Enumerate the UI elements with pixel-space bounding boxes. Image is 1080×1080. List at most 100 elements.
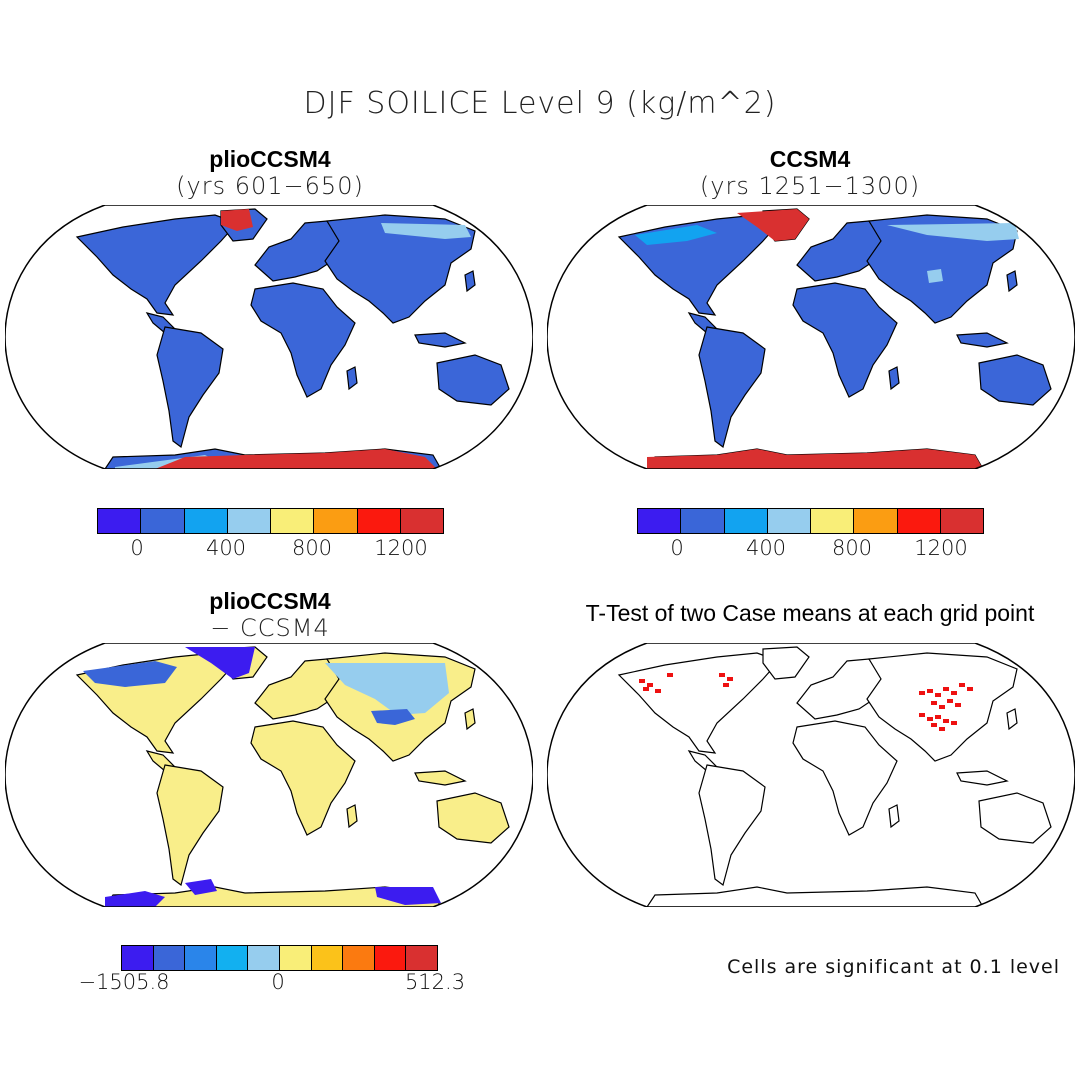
map-difference bbox=[5, 643, 533, 907]
land-south-america bbox=[698, 764, 766, 887]
land-africa bbox=[250, 282, 356, 398]
colorbar-swatch bbox=[811, 509, 855, 533]
land-indonesia bbox=[414, 770, 467, 786]
land-europe bbox=[796, 220, 884, 282]
map-border bbox=[5, 643, 533, 907]
land-indonesia bbox=[956, 332, 1009, 348]
land-madagascar bbox=[888, 804, 900, 829]
colorbar-swatch bbox=[279, 946, 312, 970]
significant-cell bbox=[931, 701, 937, 705]
land-madagascar bbox=[346, 804, 358, 829]
land-europe bbox=[254, 220, 342, 282]
land-south-america bbox=[156, 326, 224, 449]
colorbar-tick-label: 0 bbox=[130, 536, 144, 560]
significant-cell bbox=[919, 691, 925, 695]
significant-cell bbox=[959, 683, 965, 687]
land-japan bbox=[1006, 270, 1018, 293]
land-madagascar bbox=[346, 366, 358, 391]
colorbar-swatch bbox=[271, 509, 315, 533]
colorbar-swatch bbox=[724, 509, 768, 533]
significant-cell bbox=[639, 679, 645, 683]
panel-title-ttest: T-Test of two Case means at each grid po… bbox=[585, 600, 1035, 626]
panel-title-difference: plioCCSM4 bbox=[209, 588, 331, 614]
significant-cell bbox=[939, 727, 945, 731]
panel-subtitle-years: (yrs 601−650) bbox=[176, 172, 364, 200]
colorbar-min-label: −1505.8 bbox=[78, 970, 170, 994]
map-ccsm4 bbox=[547, 205, 1075, 469]
land-japan bbox=[464, 708, 476, 731]
significance-note: Cells are significant at 0.1 level bbox=[727, 956, 1060, 978]
land-madagascar bbox=[888, 366, 900, 391]
colorbar-pliocsm4 bbox=[97, 508, 444, 534]
colorbar-swatch bbox=[406, 946, 437, 970]
field-patch bbox=[927, 269, 943, 283]
significant-cell bbox=[947, 699, 953, 703]
significant-cell bbox=[967, 687, 973, 691]
colorbar-max-label: 512.3 bbox=[404, 970, 466, 994]
colorbar-tick-label: 1200 bbox=[914, 536, 968, 560]
colorbar-swatch bbox=[216, 946, 249, 970]
field-patch bbox=[221, 209, 253, 231]
significant-cell bbox=[951, 691, 957, 695]
colorbar-ccsm4 bbox=[637, 508, 984, 534]
field-patch bbox=[83, 661, 177, 687]
land-south-america bbox=[156, 764, 224, 887]
panel-subtitle-years: (yrs 1251−1300) bbox=[699, 172, 921, 200]
colorbar-swatch bbox=[314, 509, 358, 533]
colorbar-swatch bbox=[227, 509, 271, 533]
field-patch bbox=[105, 891, 165, 907]
colorbar-swatch bbox=[141, 509, 185, 533]
panel-title-pliocsm4: plioCCSM4 bbox=[209, 146, 331, 172]
colorbar-swatch bbox=[185, 946, 217, 970]
field-patch bbox=[155, 449, 437, 469]
land-europe bbox=[254, 658, 342, 720]
map-border bbox=[5, 205, 533, 469]
colorbar-swatch bbox=[374, 946, 407, 970]
significant-cell bbox=[927, 717, 933, 721]
significant-cell bbox=[935, 715, 941, 719]
map-pliocsm4 bbox=[5, 205, 533, 469]
land-greenland bbox=[762, 646, 810, 680]
field-patch bbox=[635, 225, 717, 245]
significant-cell bbox=[667, 673, 673, 677]
colorbar-swatch bbox=[153, 946, 186, 970]
field-patch bbox=[737, 209, 809, 241]
colorbar-tick-label: 1200 bbox=[374, 536, 428, 560]
land-north-america bbox=[617, 652, 781, 754]
colorbar-swatch bbox=[940, 509, 983, 533]
colorbar-swatch bbox=[767, 509, 811, 533]
field-patch bbox=[381, 223, 471, 239]
map-ttest bbox=[547, 643, 1075, 907]
colorbar-swatch bbox=[400, 509, 443, 533]
land-europe bbox=[796, 658, 884, 720]
significant-cell bbox=[655, 689, 661, 693]
field-patch bbox=[887, 223, 1019, 241]
land-indonesia bbox=[414, 332, 467, 348]
land-africa bbox=[250, 720, 356, 836]
colorbar-mid-label: 0 bbox=[271, 970, 285, 994]
colorbar-tick-label: 400 bbox=[205, 536, 247, 560]
colorbar-swatch bbox=[638, 509, 682, 533]
colorbar-swatch bbox=[357, 509, 401, 533]
land-japan bbox=[464, 270, 476, 293]
colorbar-swatch bbox=[681, 509, 725, 533]
colorbar-swatch bbox=[248, 946, 280, 970]
significant-cell bbox=[951, 721, 957, 725]
significant-cell bbox=[931, 723, 937, 727]
land-africa bbox=[792, 282, 898, 398]
significant-cell bbox=[723, 683, 729, 687]
significant-cell bbox=[643, 687, 649, 691]
field-patch bbox=[375, 887, 441, 905]
colorbar-swatch bbox=[122, 946, 154, 970]
significant-cell bbox=[919, 713, 925, 717]
significant-cell bbox=[927, 689, 933, 693]
significant-cell bbox=[647, 683, 653, 687]
colorbar-tick-label: 800 bbox=[291, 536, 333, 560]
colorbar-tick-label: 0 bbox=[670, 536, 684, 560]
map-border bbox=[547, 643, 1075, 907]
significant-cell bbox=[943, 719, 949, 723]
field-patch bbox=[185, 647, 255, 679]
field-patch bbox=[185, 879, 217, 895]
land-australia bbox=[436, 354, 510, 406]
field-patch bbox=[325, 663, 449, 715]
